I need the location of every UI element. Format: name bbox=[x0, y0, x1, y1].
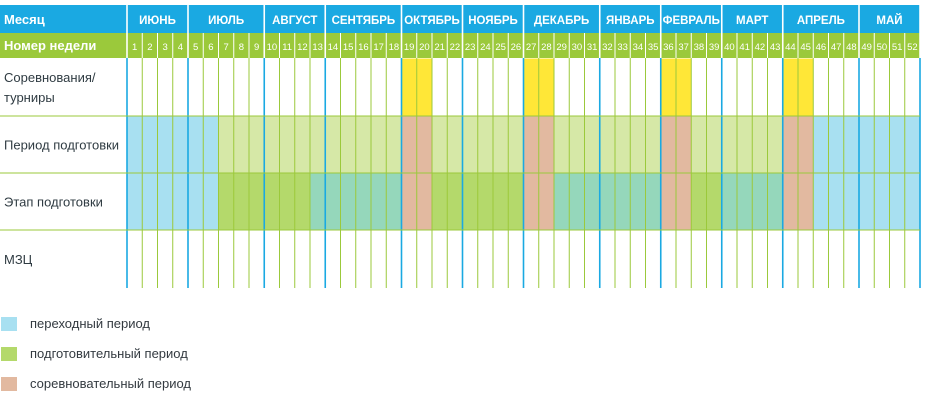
week-number: 23 bbox=[465, 42, 476, 53]
legend-label-transition: переходный период bbox=[30, 316, 151, 331]
week-number: 20 bbox=[419, 42, 430, 53]
week-number: 27 bbox=[526, 42, 537, 53]
week-number: 49 bbox=[861, 42, 872, 53]
month-name: МАЙ bbox=[876, 14, 902, 27]
week-number: 19 bbox=[404, 42, 415, 53]
week-number: 31 bbox=[587, 42, 598, 53]
month-header-bar bbox=[0, 5, 920, 33]
row-label-prep-period: Период подготовки bbox=[4, 138, 119, 153]
week-number: 40 bbox=[724, 42, 735, 53]
week-number: 36 bbox=[663, 42, 674, 53]
periodization-table: Месяц Номер недели ИЮНЬ ИЮЛЬ АВГУСТ СЕНТЯБРЬ О… bbox=[0, 5, 921, 288]
week-number: 43 bbox=[770, 42, 781, 53]
month-name: ДЕКАБРЬ bbox=[534, 15, 589, 27]
week-number: 42 bbox=[755, 42, 766, 53]
week-number: 10 bbox=[267, 42, 278, 53]
week-number: 44 bbox=[785, 42, 796, 53]
period-fill-prep-light bbox=[554, 116, 661, 173]
week-number: 11 bbox=[282, 42, 292, 53]
month-name: ИЮЛЬ bbox=[208, 15, 244, 27]
week-number: 4 bbox=[178, 42, 183, 53]
month-name: ИЮНЬ bbox=[139, 15, 176, 27]
row-label-prep-stage: Этап подготовки bbox=[4, 195, 103, 210]
week-number: 38 bbox=[694, 42, 705, 53]
week-number: 28 bbox=[541, 42, 552, 53]
row-label-competitions: Соревнования/ bbox=[4, 70, 96, 85]
week-number: 18 bbox=[389, 42, 400, 53]
week-number: 22 bbox=[450, 42, 461, 53]
week-number: 37 bbox=[678, 42, 689, 53]
week-number: 3 bbox=[162, 42, 167, 53]
week-number: 21 bbox=[434, 42, 445, 53]
period-fill-transition bbox=[813, 173, 920, 230]
row-labels: Соревнования/турниры Период подготовки Эта… bbox=[4, 70, 119, 267]
header-layer: Месяц Номер недели ИЮНЬ ИЮЛЬ АВГУСТ СЕНТЯБРЬ О… bbox=[0, 5, 920, 58]
week-label: Номер недели bbox=[4, 38, 96, 53]
week-number: 1 bbox=[132, 42, 137, 53]
week-number: 26 bbox=[511, 42, 522, 53]
week-number: 50 bbox=[877, 42, 888, 53]
week-number: 30 bbox=[572, 42, 583, 53]
week-number: 47 bbox=[831, 42, 842, 53]
week-number: 8 bbox=[239, 42, 244, 53]
week-header-bar bbox=[0, 33, 920, 58]
legend-swatch-transition bbox=[1, 317, 17, 331]
week-number: 17 bbox=[373, 42, 384, 53]
month-name: НОЯБРЬ bbox=[468, 15, 518, 27]
period-fill-teal bbox=[554, 173, 661, 230]
week-number: 13 bbox=[312, 42, 323, 53]
legend-swatch-competitive bbox=[1, 377, 17, 391]
week-number: 35 bbox=[648, 42, 659, 53]
week-number: 5 bbox=[193, 42, 198, 53]
week-number: 33 bbox=[617, 42, 628, 53]
grid-lines bbox=[0, 5, 921, 288]
month-name: АВГУСТ bbox=[272, 15, 317, 27]
week-number: 9 bbox=[254, 42, 259, 53]
week-number: 25 bbox=[495, 42, 506, 53]
week-number: 6 bbox=[208, 42, 213, 53]
week-number: 51 bbox=[892, 42, 903, 53]
week-number: 12 bbox=[297, 42, 308, 53]
legend-label-preparatory: подготовительный период bbox=[30, 346, 188, 361]
month-name: СЕНТЯБРЬ bbox=[332, 15, 396, 27]
week-number: 32 bbox=[602, 42, 613, 53]
legend-label-competitive: соревновательный период bbox=[30, 376, 192, 391]
week-number: 48 bbox=[846, 42, 857, 53]
month-name: МАРТ bbox=[736, 15, 768, 27]
week-number: 15 bbox=[343, 42, 354, 53]
month-name: АПРЕЛЬ bbox=[797, 15, 845, 27]
week-number: 24 bbox=[480, 42, 491, 53]
week-number: 29 bbox=[556, 42, 567, 53]
month-name: ФЕВРАЛЬ bbox=[663, 15, 720, 27]
legend-swatch-preparatory bbox=[1, 347, 17, 361]
week-number: 7 bbox=[223, 42, 228, 53]
week-number: 14 bbox=[328, 42, 339, 53]
row-label-competitions: турниры bbox=[4, 90, 55, 105]
week-number: 34 bbox=[633, 42, 644, 53]
week-number: 16 bbox=[358, 42, 369, 53]
week-number: 39 bbox=[709, 42, 720, 53]
week-number: 41 bbox=[739, 42, 750, 53]
month-name: ОКТЯБРЬ bbox=[404, 15, 460, 27]
week-number: 2 bbox=[147, 42, 152, 53]
month-label: Месяц bbox=[4, 12, 45, 27]
week-number: 46 bbox=[816, 42, 827, 53]
week-number: 52 bbox=[907, 42, 918, 53]
row-label-mzc: МЗЦ bbox=[4, 252, 33, 267]
week-number: 45 bbox=[800, 42, 811, 53]
month-name: ЯНВАРЬ bbox=[606, 15, 655, 27]
period-fill-transition bbox=[813, 116, 920, 173]
